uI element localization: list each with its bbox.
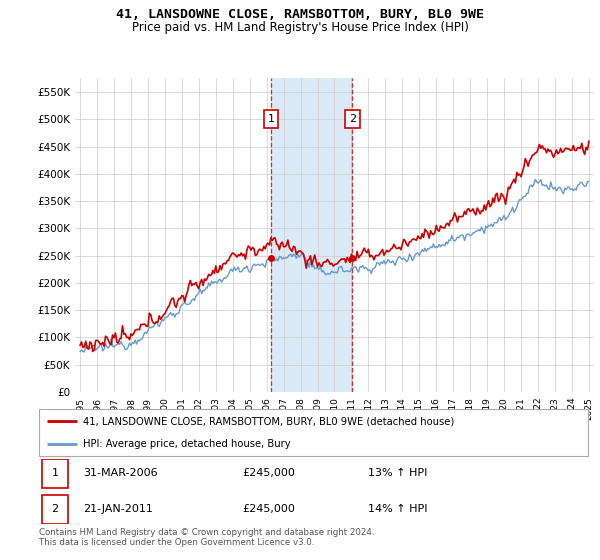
Text: 2: 2	[349, 114, 356, 124]
Bar	[271, 78, 352, 392]
Text: 31-MAR-2006: 31-MAR-2006	[83, 468, 158, 478]
FancyBboxPatch shape	[39, 409, 588, 456]
Text: 14% ↑ HPI: 14% ↑ HPI	[368, 505, 428, 515]
Text: £245,000: £245,000	[242, 505, 295, 515]
Text: HPI: Average price, detached house, Bury: HPI: Average price, detached house, Bury	[83, 439, 290, 449]
Text: 41, LANSDOWNE CLOSE, RAMSBOTTOM, BURY, BL0 9WE (detached house): 41, LANSDOWNE CLOSE, RAMSBOTTOM, BURY, B…	[83, 416, 454, 426]
Text: 41, LANSDOWNE CLOSE, RAMSBOTTOM, BURY, BL0 9WE: 41, LANSDOWNE CLOSE, RAMSBOTTOM, BURY, B…	[116, 8, 484, 21]
Text: 21-JAN-2011: 21-JAN-2011	[83, 505, 153, 515]
Text: 1: 1	[52, 468, 58, 478]
FancyBboxPatch shape	[42, 495, 68, 524]
Text: 2: 2	[52, 505, 58, 515]
Text: 13% ↑ HPI: 13% ↑ HPI	[368, 468, 428, 478]
Text: £245,000: £245,000	[242, 468, 295, 478]
FancyBboxPatch shape	[42, 459, 68, 488]
Text: Contains HM Land Registry data © Crown copyright and database right 2024.
This d: Contains HM Land Registry data © Crown c…	[39, 528, 374, 547]
Text: Price paid vs. HM Land Registry's House Price Index (HPI): Price paid vs. HM Land Registry's House …	[131, 21, 469, 34]
Text: 1: 1	[268, 114, 274, 124]
